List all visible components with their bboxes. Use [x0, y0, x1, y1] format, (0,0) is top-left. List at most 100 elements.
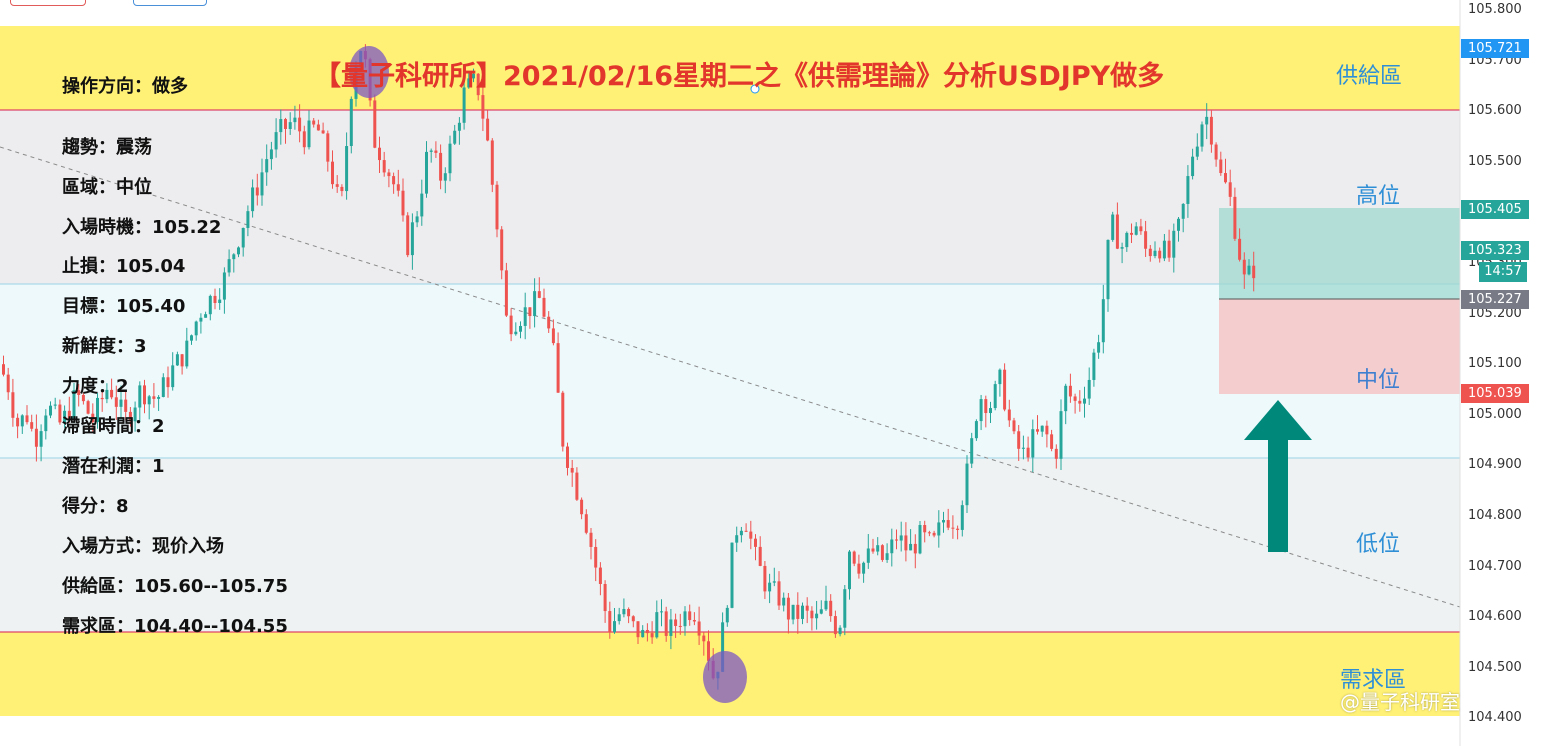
info-line: 得分：8 [62, 496, 129, 517]
candle-body [298, 117, 302, 132]
candle-body [457, 122, 461, 131]
candle-body [495, 184, 499, 230]
candle-body [551, 328, 555, 344]
candle-body [890, 539, 894, 554]
candle-body [866, 548, 870, 563]
candle-body [119, 399, 123, 407]
candle-body [420, 193, 424, 217]
chart-title: 【量子科研所】2021/02/16星期二之《供需理論》分析USDJPY做多 [314, 61, 1165, 92]
candle-body [307, 120, 311, 148]
candle-body [1209, 116, 1213, 145]
candle-body [1130, 232, 1133, 235]
candle-body [782, 597, 786, 606]
candle-body [504, 270, 508, 316]
candle-body [923, 525, 927, 533]
candle-body [1068, 385, 1072, 397]
candle-body [956, 528, 960, 530]
candle-body [157, 396, 161, 399]
candle-body [246, 211, 250, 228]
toolbar-button-blue[interactable] [133, 0, 207, 6]
candle-body [636, 621, 640, 638]
info-line: 需求區：104.40--104.55 [62, 616, 288, 637]
toolbar-button-red[interactable] [10, 0, 86, 6]
candle-body [100, 397, 104, 400]
candle-body [730, 542, 734, 608]
candle-body [843, 589, 847, 628]
candle-body [439, 152, 443, 181]
price-axis-tick: 104.400 [1468, 710, 1522, 726]
supply-touch-marker [349, 46, 389, 98]
mid-zone-band [0, 284, 1460, 458]
trend-line[interactable] [0, 146, 1461, 608]
candle-body [500, 229, 504, 271]
info-line: 力度：2 [62, 376, 129, 397]
anchor-handle[interactable] [750, 84, 760, 94]
price-tag: 105.405 [1461, 200, 1529, 219]
candle-body [77, 390, 81, 395]
candle-body [754, 538, 757, 547]
candle-body [608, 611, 612, 633]
candle-body [749, 531, 753, 539]
candle-body [269, 149, 273, 160]
candle-body [622, 608, 626, 615]
target-box[interactable] [1219, 208, 1460, 299]
candle-body [326, 133, 330, 162]
candle-body [1064, 385, 1068, 412]
candle-body [124, 399, 128, 412]
candle-body [566, 446, 569, 468]
candle-body [937, 522, 941, 536]
candle-body [932, 532, 936, 536]
candle-body [39, 431, 43, 447]
candle-body [1120, 247, 1124, 249]
candle-body [1214, 144, 1218, 160]
price-axis-tick: 104.800 [1468, 508, 1522, 523]
candle-body [1242, 259, 1246, 275]
stop-box[interactable] [1219, 299, 1460, 394]
price-axis-tick: 104.500 [1468, 659, 1522, 675]
candle-body [974, 421, 978, 439]
candle-body [1021, 447, 1025, 449]
countdown-tag: 14:57 [1479, 262, 1527, 282]
candle-body [1040, 425, 1044, 432]
candle-body [645, 629, 649, 634]
candle-body [871, 548, 875, 552]
price-axis-tick: 105.200 [1468, 305, 1522, 321]
candle-body [340, 186, 344, 192]
price-axis-tick: 105.000 [1468, 406, 1522, 422]
candle-body [81, 394, 85, 402]
candle-body [547, 316, 551, 329]
candle-body [401, 190, 405, 216]
info-line: 趨勢：震荡 [62, 137, 152, 158]
candle-body [1158, 250, 1162, 259]
candle-body [1092, 352, 1096, 380]
candle-body [589, 532, 593, 547]
candle-body [801, 605, 804, 619]
candle-body [1111, 214, 1115, 240]
candle-body [288, 122, 292, 129]
candle-body [1233, 196, 1237, 239]
candle-body [251, 187, 255, 212]
candle-body [96, 397, 99, 423]
candle-body [293, 117, 297, 123]
candle-body [425, 151, 428, 194]
candle-body [462, 87, 466, 123]
candle-body [1059, 411, 1063, 459]
candle-body [11, 392, 15, 418]
info-line: 入場方式：现价入场 [62, 536, 224, 557]
candle-body [415, 216, 419, 223]
candle-body [796, 604, 800, 619]
candle-body [631, 616, 635, 622]
candle-body [180, 354, 184, 367]
candle-body [255, 187, 259, 196]
candle-body [815, 613, 819, 619]
zone-label-high: 高位 [1356, 184, 1401, 209]
candle-body [584, 514, 588, 533]
candle-body [6, 374, 10, 393]
candle-body [960, 505, 964, 530]
zone-label-mid: 中位 [1356, 368, 1401, 393]
candle-body [1083, 398, 1086, 404]
candle-body [885, 553, 889, 560]
candle-body [664, 611, 668, 636]
candle-body [1252, 265, 1256, 279]
